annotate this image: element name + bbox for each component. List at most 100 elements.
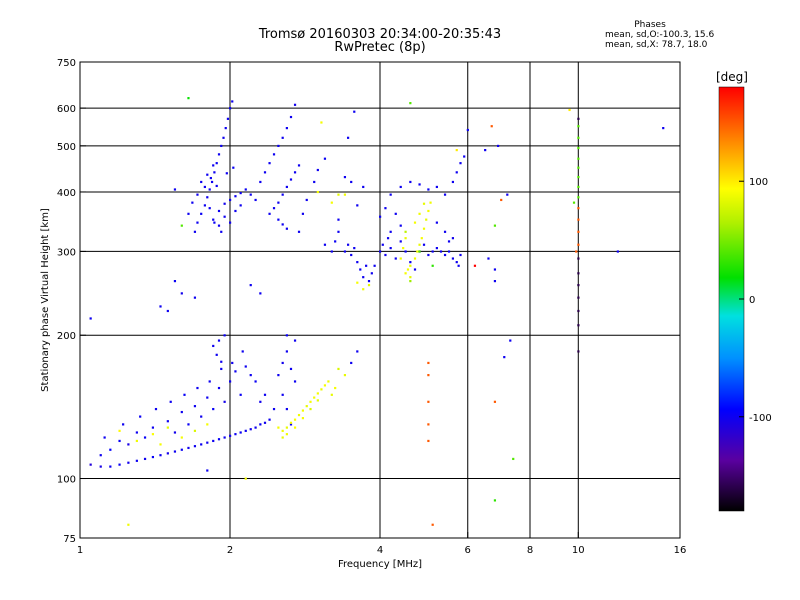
data-point — [289, 421, 293, 424]
data-point — [420, 237, 423, 240]
data-point — [616, 250, 619, 253]
data-point — [337, 230, 340, 233]
data-point — [427, 374, 430, 377]
data-point — [263, 171, 267, 174]
data-point — [281, 193, 284, 196]
data-point — [226, 117, 230, 120]
data-point — [193, 445, 197, 448]
data-point — [217, 339, 221, 342]
data-point — [187, 212, 190, 215]
data-point — [193, 230, 197, 233]
data-point — [200, 443, 203, 446]
data-point — [281, 393, 284, 396]
data-point — [281, 136, 284, 139]
data-point — [220, 367, 223, 371]
data-point — [373, 264, 376, 267]
data-point — [272, 153, 276, 156]
data-point — [443, 193, 447, 196]
data-point — [244, 365, 247, 368]
data-point — [427, 209, 430, 213]
data-point — [575, 250, 578, 253]
x-ticks: 1 2 4 6 8 10 16 — [77, 532, 686, 556]
data-point — [99, 454, 102, 457]
data-point — [159, 305, 162, 308]
data-point — [503, 356, 506, 359]
data-point — [285, 433, 288, 436]
data-point — [103, 436, 106, 439]
data-point — [353, 110, 356, 113]
data-point — [320, 121, 323, 124]
data-point — [200, 212, 203, 215]
y-axis-label: Stationary phase Virtual Height [km] — [40, 208, 51, 392]
data-point — [143, 457, 147, 461]
data-point — [289, 423, 293, 426]
data-point — [429, 201, 432, 204]
data-point — [239, 204, 242, 207]
data-points — [89, 97, 665, 526]
data-point — [281, 223, 284, 226]
data-point — [493, 268, 497, 271]
data-point — [362, 185, 365, 189]
data-point — [180, 448, 183, 451]
data-point — [285, 334, 288, 337]
data-point — [127, 523, 130, 526]
data-point — [493, 280, 497, 283]
x-tick-label: 10 — [572, 545, 585, 556]
data-point — [359, 268, 362, 271]
data-point — [249, 428, 252, 431]
phases-mean-o: mean, sd,O:-100.3, 15.6 — [605, 30, 715, 40]
data-point — [422, 243, 426, 246]
data-point — [151, 433, 155, 436]
data-point — [187, 423, 190, 426]
data-point — [301, 409, 305, 412]
data-point — [206, 396, 209, 399]
data-point — [166, 309, 169, 313]
data-point — [289, 367, 293, 371]
data-point — [220, 360, 223, 363]
data-point — [217, 386, 221, 390]
data-point — [447, 240, 451, 243]
data-point — [203, 185, 206, 189]
data-point — [244, 429, 247, 432]
data-point — [241, 350, 244, 353]
data-point — [451, 180, 455, 184]
data-point — [208, 380, 211, 383]
data-point — [293, 339, 297, 342]
data-point — [244, 477, 247, 480]
data-point — [223, 400, 226, 403]
data-point — [431, 523, 434, 526]
data-point — [313, 180, 316, 184]
colorbar-title: [deg] — [716, 70, 748, 84]
data-point — [293, 380, 297, 383]
data-point — [431, 264, 434, 267]
data-point — [259, 423, 262, 426]
data-point — [418, 250, 421, 253]
data-point — [443, 230, 447, 233]
data-point — [239, 431, 242, 434]
data-point — [217, 438, 221, 441]
chart-subtitle: RwPretec (8p) — [334, 40, 426, 55]
x-tick-label: 6 — [465, 545, 471, 556]
data-point — [212, 407, 215, 411]
data-point — [272, 207, 276, 210]
data-point — [206, 441, 209, 444]
data-point — [404, 237, 407, 240]
data-point — [139, 415, 142, 418]
data-point — [293, 418, 297, 421]
data-point — [337, 193, 340, 196]
data-point — [389, 230, 392, 233]
data-point — [399, 224, 402, 227]
data-point — [422, 227, 426, 230]
data-point — [209, 176, 212, 180]
data-point — [277, 144, 280, 148]
data-point — [313, 396, 316, 399]
data-point — [384, 253, 387, 257]
data-point — [263, 393, 267, 396]
phases-heading: Phases — [634, 20, 666, 30]
data-point — [350, 253, 353, 257]
data-point — [234, 370, 237, 373]
data-point — [427, 253, 430, 257]
y-tick-label: 75 — [63, 534, 76, 545]
data-point — [305, 198, 308, 202]
